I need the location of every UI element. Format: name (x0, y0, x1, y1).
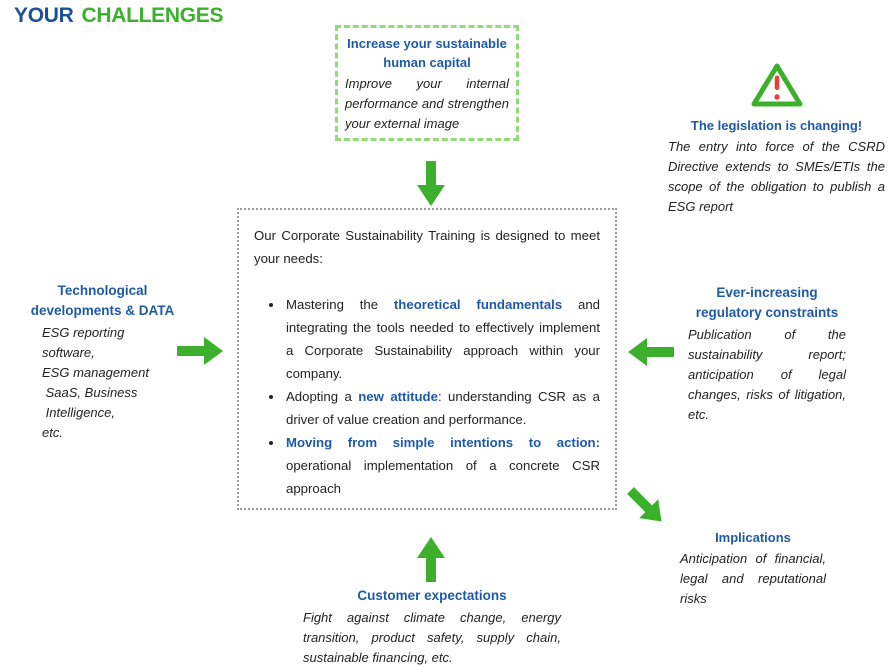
diagonal-down-right-arrow-icon (621, 481, 672, 532)
bullet-theoretical-fundamentals: Mastering the theoretical fundamentals a… (284, 293, 600, 385)
bullet-intentions-to-action: Moving from simple intentions to action:… (284, 431, 600, 500)
training-intro: Our Corporate Sustainability Training is… (254, 228, 600, 266)
implications-block: Implications Anticipation of financial, … (680, 528, 826, 609)
bullet-text: Adopting a (286, 389, 359, 404)
right-arrow-icon (177, 337, 223, 365)
page-title: YOUR CHALLENGES (14, 4, 223, 28)
regulatory-body: Publication of the sustainability report… (688, 327, 846, 422)
bullet-highlight: theoretical fundamentals (393, 297, 563, 312)
bullet-text: Mastering the (286, 297, 394, 312)
customer-expectations-body: Fight against climate change, energy tra… (303, 610, 561, 665)
training-description-box: Our Corporate Sustainability Training is… (237, 208, 617, 510)
technology-body: ESG reporting software, ESG management S… (42, 325, 149, 440)
page-title-word-challenges: CHALLENGES (81, 4, 224, 27)
bullet-text: operational implementation of a concrete… (286, 458, 600, 496)
regulatory-block: Ever-increasing regulatory constraints P… (688, 283, 846, 425)
customer-expectations-block: Customer expectations Fight against clim… (303, 586, 561, 667)
regulatory-heading: Ever-increasing regulatory constraints (695, 285, 839, 320)
legislation-heading: The legislation is changing! (690, 118, 863, 133)
bullet-highlight: new attitude (358, 389, 438, 404)
left-arrow-icon (628, 338, 674, 366)
legislation-block: The legislation is changing! The entry i… (668, 62, 885, 217)
up-arrow-icon (417, 537, 445, 582)
bullet-text: : understanding CSR as a driver of value… (286, 389, 601, 427)
human-capital-box: Increase your sustainable human capital … (335, 25, 519, 141)
human-capital-heading: Increase your sustainable human capital (347, 36, 507, 70)
implications-body: Anticipation of financial, legal and rep… (680, 551, 826, 606)
training-bullet-list: Mastering the theoretical fundamentals a… (254, 293, 600, 500)
bullet-new-attitude: Adopting a new attitude: understanding C… (284, 385, 600, 431)
bullet-text: and integrating the tools needed to effe… (286, 297, 601, 381)
technology-heading: Technological developments & DATA (30, 283, 175, 318)
down-arrow-icon (417, 161, 445, 206)
bullet-highlight: Moving from simple intentions to action: (286, 435, 600, 450)
human-capital-body: Improve your internal performance and st… (345, 76, 509, 131)
legislation-body: The entry into force of the CSRD Directi… (668, 139, 885, 214)
page-title-word-your: YOUR (14, 4, 74, 27)
customer-expectations-heading: Customer expectations (357, 588, 507, 603)
warning-triangle-icon (751, 63, 802, 107)
technology-block: Technological developments & DATA ESG re… (30, 281, 175, 443)
implications-heading: Implications (715, 530, 791, 545)
